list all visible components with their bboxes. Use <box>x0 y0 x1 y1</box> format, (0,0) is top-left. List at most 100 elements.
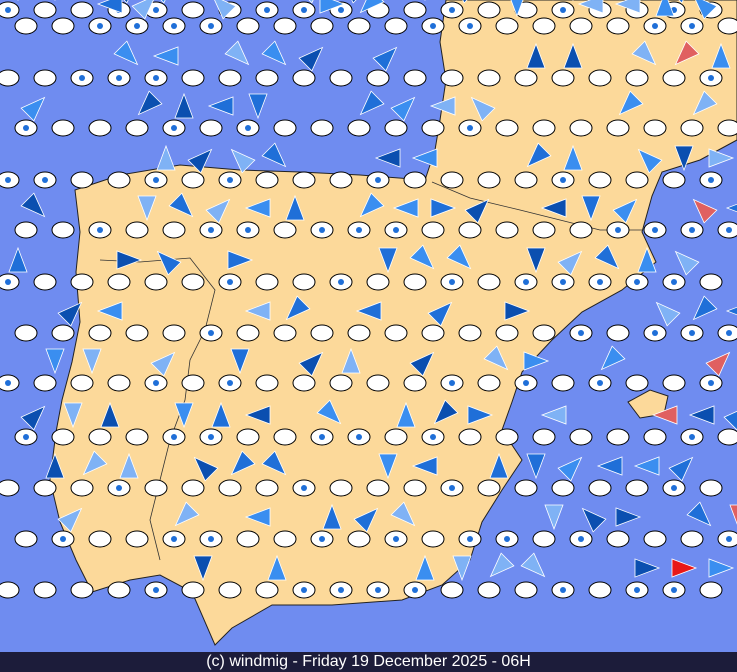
rain-drop <box>412 587 418 593</box>
wind-arrow <box>467 405 494 425</box>
rain-drop <box>5 380 11 386</box>
wind-arrow <box>230 148 256 174</box>
rain-drop <box>153 380 159 386</box>
wind-arrow <box>156 250 182 276</box>
station <box>403 1 427 19</box>
station <box>606 119 630 137</box>
rain-drop <box>597 380 603 386</box>
rain-drop <box>319 536 325 542</box>
wind-arrow <box>63 402 83 429</box>
wind-arrow <box>374 148 401 168</box>
rain-drop <box>227 177 233 183</box>
rain-drop <box>393 536 399 542</box>
rain-drop <box>726 536 732 542</box>
wind-arrow <box>211 0 237 20</box>
wind-arrow <box>526 42 546 69</box>
station <box>606 17 630 35</box>
rain-drop <box>634 279 640 285</box>
station <box>292 69 316 87</box>
wind-arrow <box>612 198 638 224</box>
station <box>255 479 279 497</box>
wind-arrow <box>8 246 28 273</box>
rain-drop <box>79 75 85 81</box>
station <box>125 119 149 137</box>
rain-drop <box>5 7 11 13</box>
station <box>273 221 297 239</box>
wind-arrow <box>618 90 644 116</box>
wind-arrow <box>298 351 324 377</box>
rain-drop <box>671 485 677 491</box>
station <box>181 171 205 189</box>
station <box>236 17 260 35</box>
wind-arrow <box>429 96 456 116</box>
wind-arrow <box>729 504 737 525</box>
station <box>440 69 464 87</box>
station <box>643 530 667 548</box>
station <box>625 69 649 87</box>
station <box>514 479 538 497</box>
rain-drop <box>97 23 103 29</box>
station <box>569 17 593 35</box>
station <box>255 69 279 87</box>
rain-drop <box>338 587 344 593</box>
wind-arrow <box>211 401 231 428</box>
station <box>125 530 149 548</box>
rain-drop <box>560 587 566 593</box>
station <box>495 119 519 137</box>
map <box>0 0 737 652</box>
station <box>477 69 501 87</box>
station <box>181 273 205 291</box>
station <box>625 374 649 392</box>
wind-arrow <box>96 301 123 321</box>
rain-drop <box>652 330 658 336</box>
station <box>403 273 427 291</box>
station <box>588 69 612 87</box>
wind-arrow <box>637 246 657 273</box>
wind-arrow <box>655 301 681 327</box>
wind-arrow <box>378 247 398 274</box>
station <box>551 479 575 497</box>
wind-arrow <box>526 453 546 480</box>
wind-arrow <box>581 195 601 222</box>
wind-arrow <box>655 0 675 17</box>
wind-arrow <box>409 351 435 377</box>
wind-arrow <box>230 348 250 375</box>
station <box>569 221 593 239</box>
station <box>292 273 316 291</box>
station <box>273 324 297 342</box>
wind-arrow <box>692 198 718 224</box>
station <box>625 479 649 497</box>
wind-symbols <box>0 0 737 599</box>
wind-arrow <box>174 92 194 119</box>
station <box>329 479 353 497</box>
station <box>329 374 353 392</box>
station <box>88 428 112 446</box>
wind-arrow <box>45 348 65 375</box>
rain-drop <box>264 7 270 13</box>
station <box>347 530 371 548</box>
station <box>384 324 408 342</box>
station <box>551 69 575 87</box>
wind-arrow <box>705 351 731 377</box>
station <box>588 581 612 599</box>
wind-arrow <box>244 198 271 218</box>
rain-drop <box>560 279 566 285</box>
wind-arrow <box>372 46 398 72</box>
wind-arrow <box>510 0 524 18</box>
station <box>273 119 297 137</box>
station <box>606 324 630 342</box>
wind-arrow <box>261 142 287 168</box>
rain-drop <box>689 23 695 29</box>
station <box>532 221 556 239</box>
station <box>33 374 57 392</box>
wind-arrow <box>483 345 509 371</box>
station <box>717 428 737 446</box>
station <box>310 324 334 342</box>
station <box>310 17 334 35</box>
wind-arrow <box>433 399 459 425</box>
rain-drop <box>5 279 11 285</box>
rain-drop <box>504 536 510 542</box>
station <box>88 324 112 342</box>
rain-drop <box>597 279 603 285</box>
wind-arrow <box>116 250 143 270</box>
